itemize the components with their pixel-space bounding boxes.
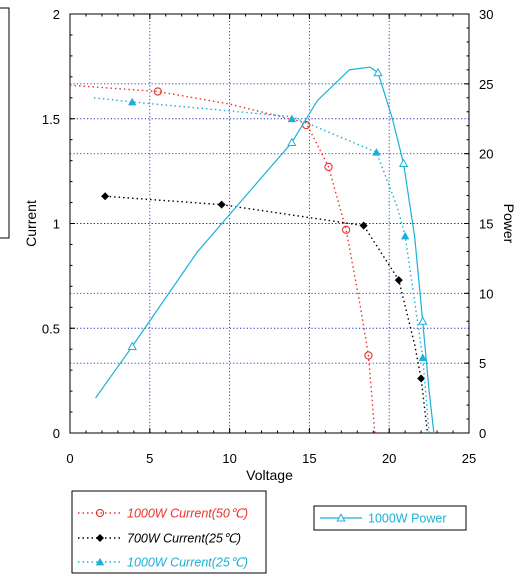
- series-3-point: [287, 137, 297, 147]
- legend-item-1000w-25c: 1000W Current(25℃): [78, 556, 248, 570]
- series-0-point: [364, 351, 373, 360]
- y-right-tick-label: 15: [479, 217, 493, 232]
- x-tick-label: 0: [66, 451, 73, 466]
- x-tick-label: 10: [222, 451, 236, 466]
- legend-label: 700W Current(25℃): [127, 532, 241, 546]
- y-right-tick-label: 5: [479, 356, 486, 371]
- legend-item-700w-25c: 700W Current(25℃): [78, 532, 241, 546]
- legend-right: 1000W Power: [313, 505, 467, 531]
- series-2-point: [418, 353, 427, 361]
- grid: [70, 14, 469, 433]
- left-edge-box: [0, 7, 10, 239]
- series-layer: [69, 66, 435, 434]
- legend-marker: [95, 557, 105, 566]
- legend-left-frame: [71, 490, 267, 574]
- y-left-tick-label: 0: [53, 426, 60, 441]
- x-tick-label: 15: [302, 451, 316, 466]
- legend-marker: [96, 534, 104, 542]
- series-3-point: [373, 67, 383, 77]
- series-2-point: [372, 148, 381, 156]
- series-2-point: [128, 97, 137, 106]
- x-tick-label: 20: [382, 451, 396, 466]
- series-1-point: [394, 276, 403, 285]
- y-axis-right-label: Power: [501, 204, 517, 244]
- y-axis-left-label: Current: [23, 200, 39, 247]
- series-3-point: [418, 316, 428, 325]
- series-line-3: [95, 66, 435, 434]
- legend-marker: [336, 513, 346, 522]
- x-tick-label: 5: [146, 451, 153, 466]
- plot-frame: [69, 13, 470, 434]
- legend-label: 1000W Power: [368, 512, 447, 526]
- y-left-tick-label: 1: [53, 217, 60, 232]
- series-0-point: [324, 162, 333, 172]
- series-1-point: [217, 200, 226, 209]
- series-3-point: [398, 158, 409, 167]
- series-line-1: [105, 195, 429, 434]
- series-1-point: [359, 221, 368, 230]
- series-0-point: [153, 87, 162, 96]
- legend-item-1000w-power: 1000W Power: [320, 512, 447, 526]
- y-left-tick-label: 1.5: [42, 112, 60, 127]
- legend-label: 1000W Current(25℃): [127, 556, 248, 570]
- legend-marker: [95, 508, 105, 518]
- series-2-point: [287, 114, 297, 123]
- legend-item-1000w-50c: 1000W Current(50℃): [78, 507, 248, 521]
- series-2-point: [400, 231, 410, 240]
- y-left-tick-label: 2: [53, 7, 60, 22]
- x-tick-label: 25: [462, 451, 476, 466]
- y-right-tick-label: 25: [479, 77, 493, 92]
- y-right-tick-label: 10: [479, 286, 493, 301]
- y-right-tick-label: 0: [479, 426, 486, 441]
- series-3-point: [127, 341, 137, 350]
- x-axis-label: Voltage: [246, 467, 293, 483]
- y-right-tick-label: 30: [479, 7, 493, 22]
- y-left-tick-label: 0.5: [42, 321, 60, 336]
- series-1-point: [417, 374, 426, 383]
- series-line-2: [93, 97, 430, 434]
- series-1-point: [101, 192, 110, 201]
- y-right-tick-label: 20: [479, 147, 493, 162]
- series-0-point: [341, 225, 351, 234]
- legend-label: 1000W Current(50℃): [127, 507, 248, 521]
- series-line-0: [69, 84, 376, 434]
- legend-left: 1000W Current(50℃) 700W Current(25℃) 100…: [71, 490, 267, 574]
